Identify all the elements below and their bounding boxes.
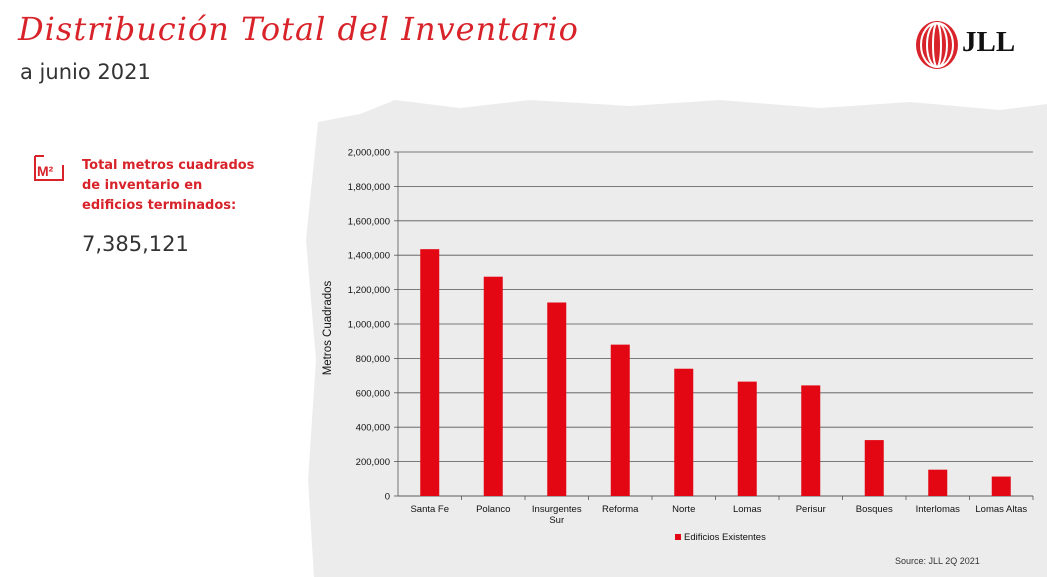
y-tick-label: 1,200,000: [348, 285, 390, 296]
y-tick-label: 1,000,000: [348, 320, 390, 331]
x-tick-label: Insurgentes: [532, 504, 582, 515]
bar: [483, 276, 503, 496]
y-tick-label: 1,400,000: [348, 251, 390, 262]
x-tick-label: Polanco: [476, 504, 510, 515]
x-tick-label: Lomas Altas: [975, 504, 1027, 515]
x-tick-label: Sur: [549, 515, 564, 526]
bar: [737, 381, 757, 496]
page-title: Distribución Total del Inventario: [18, 10, 579, 48]
kpi-value: 7,385,121: [82, 232, 189, 256]
kpi-label-line: Total metros cuadrados: [82, 158, 255, 173]
square-meters-icon: M²: [34, 155, 64, 181]
x-tick-label: Norte: [672, 504, 695, 515]
y-tick-label: 1,800,000: [348, 182, 390, 193]
chart-source: Source: JLL 2Q 2021: [895, 556, 980, 566]
bar: [864, 440, 884, 496]
x-tick-label: Bosques: [856, 504, 893, 515]
bar: [547, 302, 567, 496]
jll-logo-mark-icon: [916, 21, 958, 69]
kpi-label-line: de inventario en: [82, 178, 203, 193]
y-tick-label: 200,000: [356, 457, 390, 468]
bar: [991, 476, 1011, 496]
jll-logo: [916, 21, 958, 69]
x-tick-label: Santa Fe: [410, 504, 449, 515]
bar: [928, 469, 948, 496]
x-tick-label: Interlomas: [916, 504, 961, 515]
y-axis-label: Metros Cuadrados: [322, 280, 334, 375]
bar: [674, 368, 694, 496]
page-subtitle: a junio 2021: [20, 60, 151, 84]
bar: [420, 249, 440, 496]
x-tick-label: Perisur: [796, 504, 826, 515]
x-tick-label: Lomas: [733, 504, 762, 515]
bar: [610, 344, 630, 496]
y-tick-label: 600,000: [356, 388, 390, 399]
y-tick-label: 400,000: [356, 423, 390, 434]
y-tick-label: 1,600,000: [348, 216, 390, 227]
y-tick-label: 2,000,000: [348, 148, 390, 159]
bar: [801, 385, 821, 496]
kpi-label: Total metros cuadrados de inventario en …: [82, 156, 272, 216]
y-tick-label: 800,000: [356, 354, 390, 365]
kpi-label-line: edificios terminados:: [82, 198, 237, 213]
y-tick-label: 0: [385, 492, 390, 503]
legend-swatch: [675, 534, 681, 540]
legend-label: Edificios Existentes: [684, 532, 766, 543]
square-meters-icon-text: M²: [37, 163, 54, 179]
jll-logo-text: JLL: [962, 26, 1016, 58]
x-tick-label: Reforma: [602, 504, 639, 515]
